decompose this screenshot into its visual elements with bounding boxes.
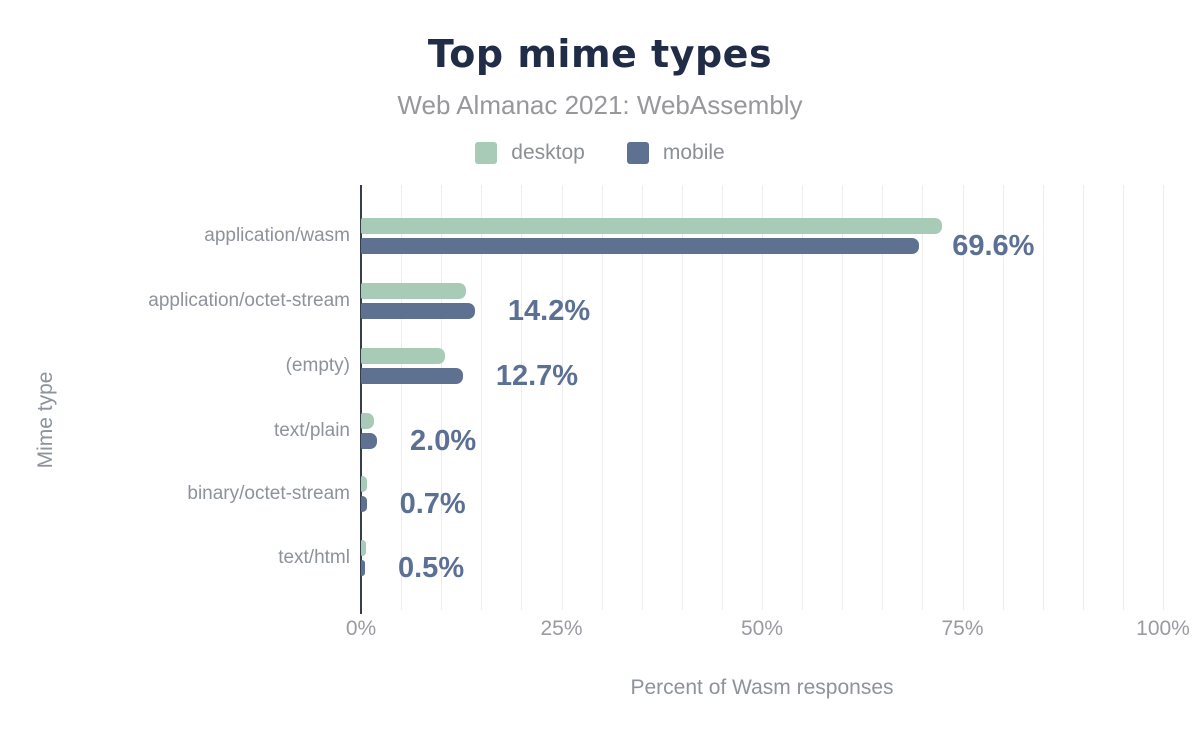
gridline bbox=[922, 185, 924, 610]
category-label: text/plain bbox=[273, 420, 350, 441]
legend-swatch-mobile bbox=[626, 142, 649, 164]
gridline bbox=[1082, 185, 1084, 610]
bar-desktop-text-html[interactable] bbox=[361, 540, 366, 556]
gridline bbox=[521, 185, 523, 610]
gridline bbox=[802, 185, 804, 610]
gridline bbox=[641, 185, 643, 610]
gridline bbox=[441, 185, 443, 610]
data-label: 0.5% bbox=[398, 552, 465, 584]
gridline bbox=[1002, 185, 1004, 610]
gridline bbox=[962, 185, 964, 610]
category-label: application/wasm bbox=[204, 225, 350, 246]
bar-mobile-binary-octet-stream[interactable] bbox=[361, 496, 367, 512]
category-label: text/html bbox=[278, 547, 350, 568]
gridline bbox=[481, 185, 483, 610]
data-label: 2.0% bbox=[410, 425, 477, 457]
legend-item-desktop: desktop bbox=[475, 141, 585, 165]
x-axis-title: Percent of Wasm responses bbox=[630, 676, 894, 699]
gridline bbox=[1042, 185, 1044, 610]
y-axis-line bbox=[360, 185, 362, 614]
bar-desktop-text-plain[interactable] bbox=[361, 413, 374, 429]
data-label: 0.7% bbox=[399, 488, 466, 520]
bar-mobile-text-html[interactable] bbox=[361, 560, 365, 576]
x-tick-label: 75% bbox=[941, 617, 984, 640]
legend-label: mobile bbox=[662, 141, 725, 164]
gridline bbox=[681, 185, 683, 610]
x-tick-label: 25% bbox=[540, 617, 583, 640]
legend: desktop mobile bbox=[0, 141, 1200, 165]
gridline bbox=[842, 185, 844, 610]
bar-mobile-application-wasm[interactable] bbox=[361, 238, 920, 254]
category-label: binary/octet-stream bbox=[187, 483, 350, 504]
gridline bbox=[1163, 185, 1164, 610]
data-label: 69.6% bbox=[952, 230, 1035, 262]
gridline bbox=[762, 185, 763, 610]
gridline bbox=[561, 185, 563, 610]
bar-desktop-application-wasm[interactable] bbox=[361, 218, 942, 234]
chart-subtitle: Web Almanac 2021: WebAssembly bbox=[397, 90, 803, 120]
bar-mobile--empty-[interactable] bbox=[361, 368, 463, 384]
chart-title: Top mime types bbox=[427, 32, 773, 76]
bar-mobile-text-plain[interactable] bbox=[361, 433, 378, 449]
gridline bbox=[401, 185, 403, 610]
legend-item-mobile: mobile bbox=[626, 141, 725, 165]
x-tick-label: 0% bbox=[345, 617, 377, 640]
category-label: (empty) bbox=[285, 355, 350, 376]
x-tick-label: 100% bbox=[1136, 617, 1190, 640]
data-label: 12.7% bbox=[495, 360, 579, 392]
bar-desktop-binary-octet-stream[interactable] bbox=[361, 476, 368, 492]
bar-desktop--empty-[interactable] bbox=[361, 348, 446, 364]
gridline bbox=[721, 185, 723, 610]
x-tick-label: 50% bbox=[740, 617, 784, 640]
bar-mobile-application-octet-stream[interactable] bbox=[361, 303, 475, 319]
category-label: application/octet-stream bbox=[148, 290, 350, 311]
legend-label: desktop bbox=[511, 141, 585, 164]
legend-swatch-desktop bbox=[475, 142, 498, 164]
gridline bbox=[882, 185, 884, 610]
bar-desktop-application-octet-stream[interactable] bbox=[361, 283, 467, 299]
data-label: 14.2% bbox=[507, 295, 591, 327]
gridline bbox=[601, 185, 603, 610]
gridline bbox=[1122, 185, 1124, 610]
